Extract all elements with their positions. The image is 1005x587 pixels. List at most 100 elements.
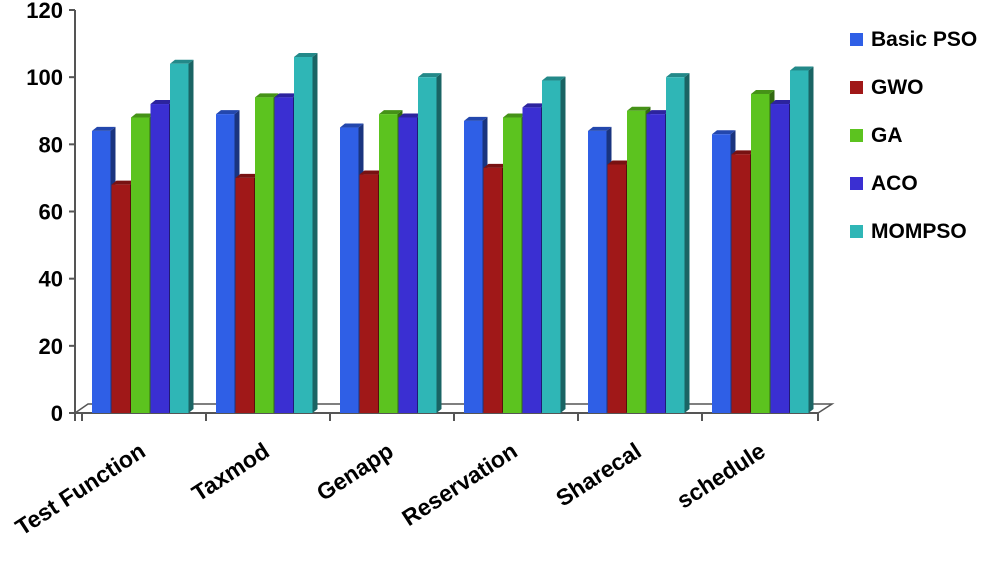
bar-front — [216, 114, 235, 413]
bar-top — [522, 103, 546, 108]
bar-front — [542, 80, 561, 414]
bar-front — [790, 70, 809, 413]
bar-top — [131, 113, 155, 118]
bar-side — [188, 59, 194, 413]
bar-top — [646, 110, 670, 115]
bar-side — [560, 76, 566, 414]
bar-front — [131, 117, 150, 413]
bar-top — [294, 53, 318, 58]
bar — [294, 53, 318, 414]
bar-top — [235, 173, 259, 178]
bar-front — [398, 117, 417, 413]
bar-front — [255, 97, 274, 414]
bar — [170, 59, 194, 413]
bar-side — [808, 66, 814, 413]
bar-front — [111, 184, 130, 413]
bar — [790, 66, 814, 413]
bar-front — [607, 164, 626, 413]
legend-item: Basic PSO — [850, 28, 977, 51]
bar-front — [274, 97, 293, 414]
category-label: Taxmod — [187, 437, 274, 506]
bar-top — [150, 100, 174, 105]
y-tick-label: 20 — [39, 334, 63, 359]
bar-front — [418, 77, 437, 414]
y-tick-label: 80 — [39, 132, 63, 157]
bar — [418, 73, 442, 414]
bar-front — [646, 114, 665, 413]
bar-front — [170, 63, 189, 413]
y-tick-label: 120 — [26, 0, 63, 23]
legend-label: Basic PSO — [871, 28, 977, 51]
bar-top — [216, 110, 240, 115]
category-label: Sharecal — [551, 437, 646, 511]
bar-top — [666, 73, 690, 78]
bar-top — [712, 130, 736, 135]
bar-front — [150, 104, 169, 414]
legend-item: MOMPSO — [850, 220, 967, 243]
bar-front — [464, 120, 483, 413]
legend-item: GWO — [850, 76, 924, 99]
bar-top — [359, 170, 383, 175]
bar-front — [588, 130, 607, 413]
bars — [92, 53, 814, 414]
bar-front — [731, 154, 750, 414]
legend: Basic PSO GWO GA ACO MOMPSO — [850, 28, 977, 243]
bar-top — [503, 113, 527, 118]
bar-top — [483, 163, 507, 168]
bar-top — [751, 89, 775, 94]
bar-top — [588, 126, 612, 131]
bar-top — [418, 73, 442, 78]
bar-top — [627, 106, 651, 111]
legend-label: GWO — [871, 76, 924, 99]
legend-label: GA — [871, 124, 903, 147]
legend-swatch — [850, 177, 863, 190]
y-tick-label: 60 — [39, 200, 63, 225]
bar-front — [666, 77, 685, 414]
bar-top — [542, 76, 566, 81]
bar-front — [92, 130, 111, 413]
legend-swatch — [850, 33, 863, 46]
y-tick-label: 100 — [26, 65, 63, 90]
bar-side — [312, 53, 318, 414]
bar-top — [379, 110, 403, 115]
bar-front — [359, 174, 378, 413]
bar-side — [436, 73, 442, 414]
bar-front — [379, 114, 398, 413]
legend-label: MOMPSO — [871, 220, 967, 243]
bar-top — [770, 100, 794, 105]
legend-swatch — [850, 129, 863, 142]
bar-top — [464, 116, 488, 121]
bar-front — [522, 107, 541, 414]
bar-top — [790, 66, 814, 71]
bar-front — [627, 110, 646, 413]
legend-swatch — [850, 225, 863, 238]
legend-label: ACO — [871, 172, 918, 195]
bar — [666, 73, 690, 414]
legend-swatch — [850, 81, 863, 94]
legend-item: ACO — [850, 172, 918, 195]
category-label: schedule — [672, 437, 770, 513]
bar-top — [92, 126, 116, 131]
bar-top — [170, 59, 194, 64]
bar-front — [235, 177, 254, 413]
y-tick-label: 0 — [51, 401, 63, 426]
bar-top — [398, 113, 422, 118]
legend-item: GA — [850, 124, 903, 147]
category-label: Test Function — [11, 437, 150, 540]
bar-top — [607, 160, 631, 165]
bar-front — [294, 57, 313, 414]
category-label: Genapp — [312, 437, 398, 505]
bar — [542, 76, 566, 414]
bar-top — [731, 150, 755, 155]
bar-top — [340, 123, 364, 128]
bar-top — [111, 180, 135, 185]
bar-top — [255, 93, 279, 98]
bar-front — [751, 93, 770, 413]
category-label: Reservation — [397, 437, 522, 531]
bar-front — [503, 117, 522, 413]
bar-front — [770, 104, 789, 414]
bar-side — [684, 73, 690, 414]
y-tick-label: 40 — [39, 267, 63, 292]
bar-front — [483, 167, 502, 413]
